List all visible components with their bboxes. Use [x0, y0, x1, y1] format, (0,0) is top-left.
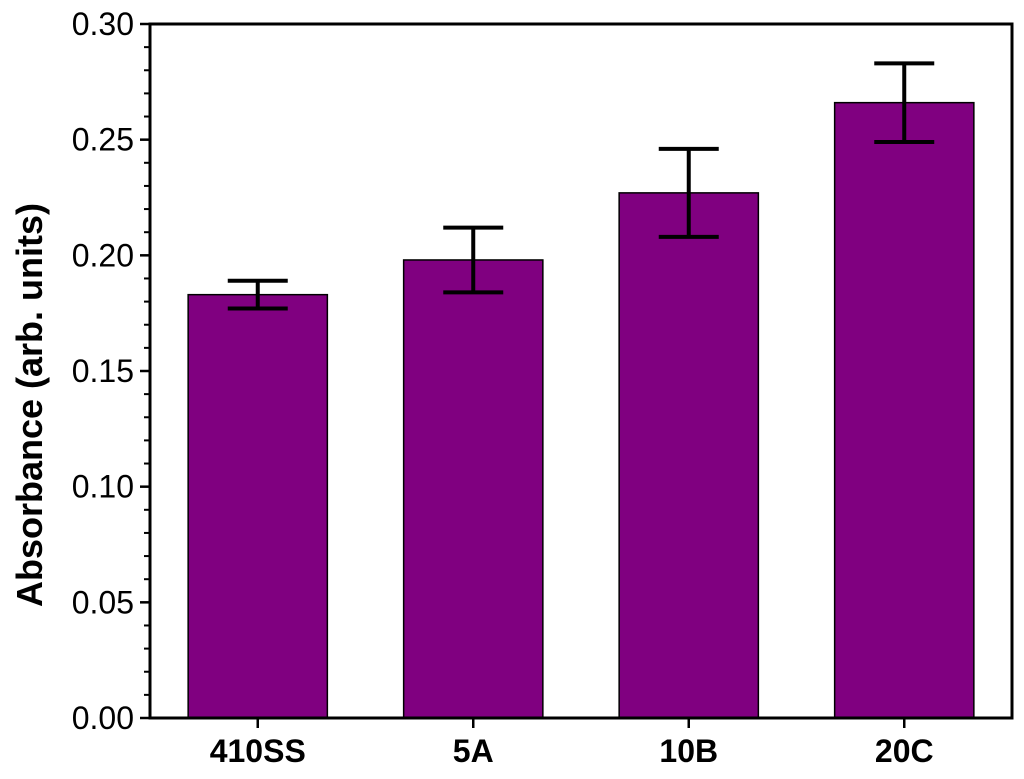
- x-tick-label: 20C: [875, 733, 934, 769]
- error-bar-20C: [874, 61, 935, 144]
- x-axis: 410SS 5A 10B 20C: [210, 718, 934, 769]
- x-tick-label: 5A: [453, 733, 494, 769]
- y-axis: 0.00 0.05 0.10 0.15 0.20 0.25 0.30: [72, 6, 150, 736]
- y-tick-label: 0.05: [72, 584, 134, 620]
- y-tick-label: 0.10: [72, 469, 134, 505]
- error-bar-410SS: [227, 278, 288, 311]
- error-bar-5A: [443, 225, 504, 295]
- y-tick-label: 0.15: [72, 353, 134, 389]
- error-bar-10B: [658, 146, 719, 239]
- x-tick-label: 410SS: [210, 733, 306, 769]
- y-tick-label: 0.00: [72, 700, 134, 736]
- error-bars: [227, 61, 935, 311]
- y-tick-label: 0.20: [72, 237, 134, 273]
- x-tick-label: 10B: [659, 733, 718, 769]
- bars: [187, 101, 975, 719]
- bar-410SS: [187, 293, 329, 719]
- y-tick-label: 0.30: [72, 6, 134, 42]
- y-axis-title: Absorbance (arb. units): [9, 203, 50, 607]
- y-tick-label: 0.25: [72, 122, 134, 158]
- bar-10B: [618, 192, 760, 719]
- bar-20C: [833, 101, 975, 719]
- bar-5A: [402, 259, 544, 719]
